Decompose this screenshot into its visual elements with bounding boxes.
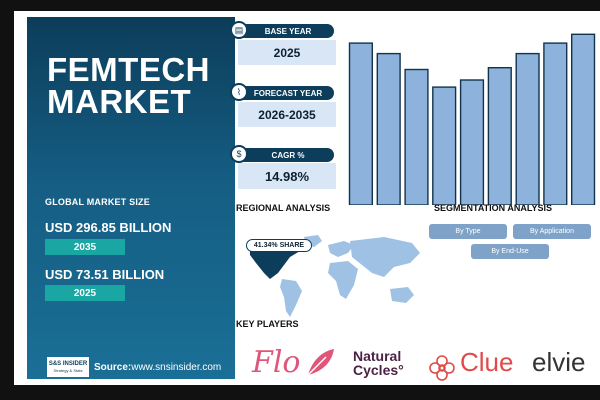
region-share-badge: 41.34% SHARE (246, 239, 312, 252)
chart-bar-6 (487, 67, 512, 205)
chart-bar-5 (459, 79, 485, 205)
base-year-value: 2025 (238, 40, 336, 65)
elvie-logo-text: elvie (532, 347, 586, 377)
market-value-2035: USD 296.85 BILLION (45, 220, 172, 235)
forecast-year-label: FORECAST YEAR (242, 86, 334, 100)
natural-cycles-logo: Natural Cycles° (353, 349, 404, 377)
clue-flower-icon (429, 355, 455, 381)
flo-feather-icon (307, 349, 334, 376)
forecast-year-value: 2026-2035 (238, 102, 336, 127)
market-growth-bar-chart (348, 33, 596, 205)
logo-bottom-text: Strategy & Stats (53, 368, 83, 373)
sns-insider-logo: S&S INSIDER Strategy & Stats (47, 357, 89, 377)
page-title: FEMTECH MARKET (47, 51, 210, 120)
chart-bar-7 (515, 52, 540, 205)
infographic-canvas: FEMTECH MARKET GLOBAL MARKET SIZE USD 29… (14, 11, 600, 385)
flo-logo-text: Flo (252, 345, 301, 380)
trend-icon: ⌇ (230, 83, 248, 101)
europe-region (328, 241, 354, 257)
cagr-value: 14.98% (238, 163, 336, 189)
chart-bar-1 (348, 42, 373, 205)
logo-top-text: S&S INSIDER (48, 361, 88, 367)
natural-cycles-line1: Natural (353, 348, 402, 364)
chart-bar-8 (543, 42, 568, 205)
base-year-label: BASE YEAR (242, 24, 334, 38)
regional-analysis-title: REGIONAL ANALYSIS (236, 203, 331, 213)
segment-by-end-use-button[interactable]: By End-Use (471, 244, 549, 259)
natural-cycles-line2: Cycles° (353, 362, 404, 378)
australia-region (390, 287, 414, 303)
segment-by-application-button[interactable]: By Application (513, 224, 591, 239)
south-america-region (280, 279, 302, 317)
chart-bar-9 (570, 33, 596, 205)
chart-bar-3 (404, 68, 429, 205)
summary-panel: FEMTECH MARKET GLOBAL MARKET SIZE USD 29… (27, 17, 235, 379)
calendar-icon: ▤ (230, 21, 248, 39)
market-value-2025: USD 73.51 BILLION (45, 267, 165, 282)
segmentation-analysis-title: SEGMENTATION ANALYSIS (434, 203, 553, 213)
clue-logo-text: Clue (460, 347, 514, 377)
source-url[interactable]: www.snsinsider.com (131, 361, 222, 373)
money-icon: $ (230, 145, 248, 163)
africa-region (328, 261, 358, 299)
chart-bar-2 (376, 52, 401, 205)
asia-region (350, 237, 420, 277)
year-tag-2025: 2025 (45, 285, 125, 301)
source-line: S&S INSIDER Strategy & Stats Source:www.… (47, 357, 221, 377)
source-label: Source: (94, 361, 132, 373)
global-market-size-label: GLOBAL MARKET SIZE (45, 197, 150, 207)
key-players-title: KEY PLAYERS (236, 319, 299, 329)
segment-by-type-button[interactable]: By Type (429, 224, 507, 239)
cagr-label: CAGR % (242, 148, 334, 162)
chart-bar-4 (432, 86, 457, 205)
year-tag-2035: 2035 (45, 239, 125, 255)
